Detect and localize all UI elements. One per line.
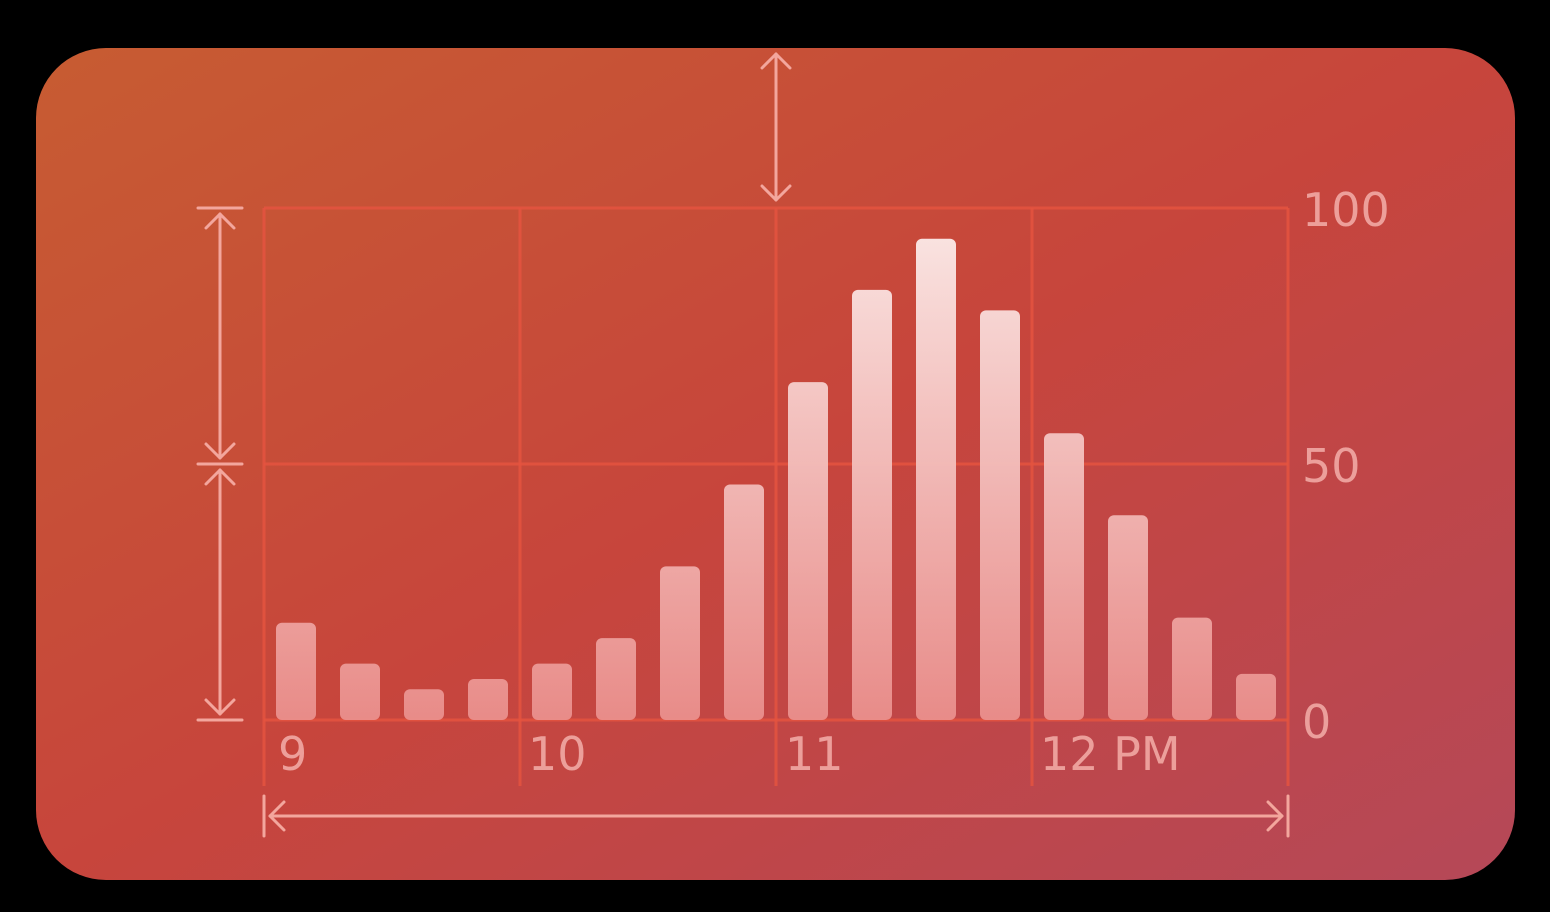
bar-10 xyxy=(916,238,956,720)
left-dim-lower-arrow-head-up xyxy=(204,468,236,486)
bar-9 xyxy=(852,289,892,720)
bar-8 xyxy=(788,382,828,720)
bottom-dim-arrow-head-right xyxy=(1266,800,1284,832)
x-tick-label-10: 10 xyxy=(528,727,587,781)
bar-14 xyxy=(1172,617,1212,720)
bar-4 xyxy=(532,663,572,720)
bar-13 xyxy=(1108,515,1148,720)
bar-7 xyxy=(724,484,764,720)
y-axis-labels: 100 50 0 xyxy=(1302,183,1390,749)
bar-3 xyxy=(468,679,508,720)
bar-11 xyxy=(980,310,1020,720)
dimension-annotations xyxy=(196,52,1290,838)
bar-12 xyxy=(1044,433,1084,720)
bars xyxy=(276,238,1276,720)
x-tick-label-11: 11 xyxy=(785,727,844,781)
bar-5 xyxy=(596,638,636,720)
bar-6 xyxy=(660,566,700,720)
bar-15 xyxy=(1236,673,1276,720)
y-tick-label-0: 0 xyxy=(1302,695,1331,749)
y-tick-label-100: 100 xyxy=(1302,183,1390,237)
left-dim-upper-arrow-head-down xyxy=(204,442,236,460)
left-dim-lower-arrow-head-down xyxy=(204,698,236,716)
top-margin-arrow-head-down xyxy=(760,184,792,202)
bar-1 xyxy=(340,663,380,720)
top-margin-arrow-head-up xyxy=(760,52,792,70)
bottom-dim-arrow-head-left xyxy=(268,800,286,832)
left-dim-upper-arrow-head-up xyxy=(204,212,236,230)
bar-0 xyxy=(276,622,316,720)
bar-2 xyxy=(404,689,444,720)
y-tick-label-50: 50 xyxy=(1302,439,1361,493)
x-tick-label-9: 9 xyxy=(278,727,307,781)
x-axis-labels: 9 10 11 12 PM xyxy=(278,727,1181,781)
x-tick-label-12pm: 12 PM xyxy=(1040,727,1181,781)
